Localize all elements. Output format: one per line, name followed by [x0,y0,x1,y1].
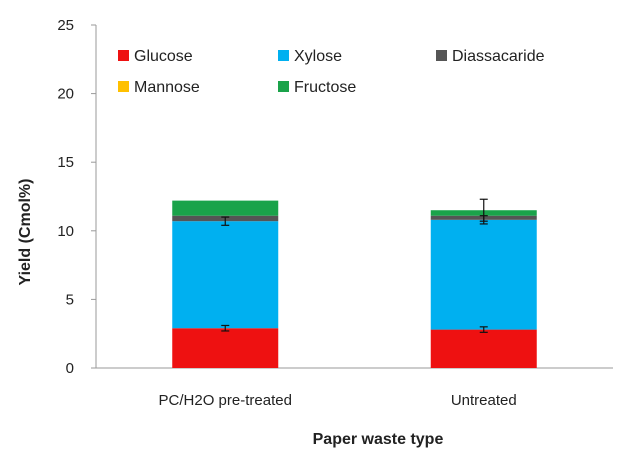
y-axis-ticks: 0 5 10 15 20 25 [57,17,96,377]
bar-segment [430,219,537,330]
y-tick-label: 5 [66,291,74,308]
bars [172,200,537,368]
legend-label: Fructose [294,79,356,96]
bar-segment [172,200,279,216]
bar-segment [430,329,537,368]
legend-swatch [278,50,289,61]
y-tick-label: 20 [57,86,74,103]
y-tick-label: 25 [57,17,74,34]
legend-swatch [278,81,289,92]
x-tick-label: PC/H2O pre-treated [159,392,292,409]
y-tick-label: 15 [57,154,74,171]
y-axis-title: Yield (Cmol%) [17,179,34,286]
y-tick-label: 10 [57,223,74,240]
legend-label: Glucose [134,48,193,65]
legend-swatch [118,50,129,61]
y-tick-label: 0 [66,360,74,377]
legend-swatch [436,50,447,61]
x-axis-title: Paper waste type [313,431,444,448]
bar-segment [172,328,279,368]
legend: Glucose Xylose Diassacaride Mannose Fructose [118,48,545,96]
legend-label: Mannose [134,79,200,96]
legend-swatch [118,81,129,92]
legend-label: Diassacaride [452,48,545,65]
legend-label: Xylose [294,48,342,65]
x-axis-ticks: PC/H2O pre-treated Untreated [159,392,517,409]
bar-segment [172,221,279,329]
x-tick-label: Untreated [451,392,517,409]
error-bars [221,198,488,333]
